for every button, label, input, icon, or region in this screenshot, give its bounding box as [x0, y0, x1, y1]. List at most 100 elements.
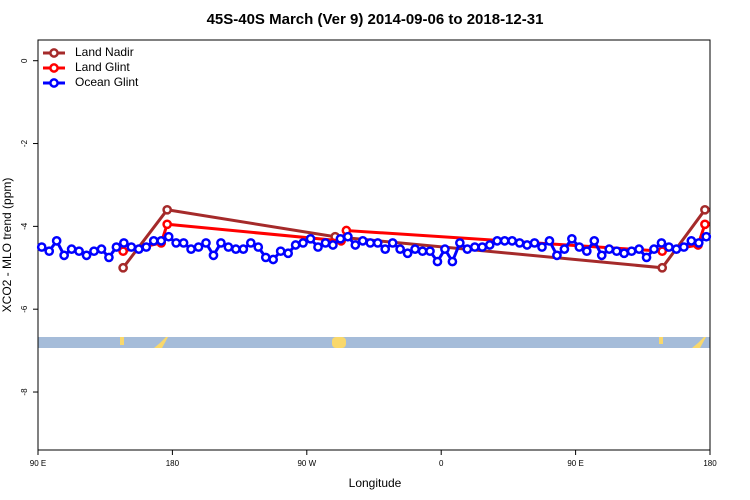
data-point	[126, 242, 137, 252]
data-point	[657, 262, 668, 273]
data-point	[162, 219, 173, 230]
data-point	[156, 236, 167, 246]
data-point	[328, 240, 338, 250]
data-point	[552, 250, 562, 261]
data-point	[260, 252, 271, 263]
data-point	[171, 238, 181, 248]
data-point	[283, 248, 293, 259]
data-point	[425, 246, 435, 257]
data-point	[656, 238, 667, 248]
data-point	[253, 242, 264, 252]
data-point	[89, 246, 99, 257]
legend-marker	[49, 63, 59, 73]
data-point	[664, 242, 674, 252]
x-tick-label: 180	[166, 459, 180, 468]
data-point	[268, 254, 279, 265]
data-point	[469, 242, 480, 252]
data-point	[193, 242, 204, 252]
data-point	[522, 240, 532, 250]
data-point	[514, 238, 525, 248]
data-point	[238, 244, 249, 254]
data-point	[365, 238, 376, 248]
data-point	[119, 238, 129, 248]
data-point	[96, 244, 107, 254]
data-point	[133, 244, 144, 254]
data-point	[611, 246, 622, 257]
data-point	[350, 240, 361, 250]
data-point	[700, 219, 710, 230]
x-axis-label: Longitude	[349, 476, 402, 490]
data-point	[619, 248, 629, 259]
data-point	[559, 244, 570, 254]
data-point	[700, 204, 710, 215]
data-point	[275, 246, 286, 257]
data-point	[693, 238, 704, 248]
data-point	[529, 238, 540, 248]
data-point	[649, 244, 659, 254]
data-point	[596, 250, 607, 261]
data-point	[118, 262, 128, 273]
x-tick-label: 0	[439, 459, 444, 468]
data-point	[634, 244, 644, 254]
data-point	[178, 238, 189, 248]
data-point	[484, 240, 495, 250]
data-point	[679, 242, 689, 252]
data-point	[567, 233, 577, 244]
data-point	[111, 242, 122, 252]
data-point	[51, 236, 62, 246]
data-point	[104, 252, 114, 263]
x-tick-label: 90 E	[567, 459, 583, 468]
data-point	[477, 242, 488, 252]
data-point	[36, 242, 47, 252]
y-tick-label: 0	[20, 58, 29, 63]
data-point	[641, 252, 652, 263]
data-point	[81, 250, 92, 261]
data-point	[410, 244, 420, 254]
data-point	[604, 244, 615, 254]
data-point	[417, 246, 428, 257]
data-point	[507, 236, 517, 246]
data-point	[163, 231, 174, 242]
data-point	[492, 236, 503, 246]
data-point	[447, 256, 458, 267]
data-point	[402, 248, 413, 259]
data-point	[74, 246, 84, 257]
data-point	[44, 246, 55, 257]
data-point	[357, 236, 368, 246]
data-point	[395, 244, 405, 254]
data-point	[305, 233, 316, 244]
data-point	[223, 242, 234, 252]
data-point	[231, 244, 241, 254]
data-point	[201, 238, 211, 248]
x-tick-label: 180	[703, 459, 717, 468]
data-point	[216, 238, 226, 248]
data-point	[574, 242, 585, 252]
y-tick-label: -4	[20, 222, 29, 230]
data-point	[544, 236, 555, 246]
data-point	[148, 236, 159, 246]
data-point	[380, 244, 391, 254]
legend-marker	[49, 78, 59, 88]
legend-label: Ocean Glint	[75, 75, 139, 89]
data-point	[320, 238, 331, 248]
y-tick-label: -6	[20, 305, 29, 313]
legend-label: Land Nadir	[75, 45, 134, 59]
data-point	[686, 236, 697, 246]
data-point	[671, 244, 682, 254]
y-axis-label: XCO2 - MLO trend (ppm)	[0, 178, 14, 313]
data-point	[66, 244, 77, 254]
data-point	[462, 244, 473, 254]
data-point	[208, 250, 219, 261]
legend-label: Land Glint	[75, 60, 130, 74]
x-tick-label: 90 E	[30, 459, 46, 468]
data-point	[537, 242, 547, 252]
data-point	[313, 242, 323, 252]
data-point	[387, 238, 398, 248]
data-point	[298, 238, 308, 248]
x-tick-label: 90 W	[297, 459, 316, 468]
y-tick-label: -8	[20, 388, 29, 396]
data-point	[626, 246, 637, 257]
data-point	[432, 256, 443, 267]
data-point	[141, 242, 152, 252]
